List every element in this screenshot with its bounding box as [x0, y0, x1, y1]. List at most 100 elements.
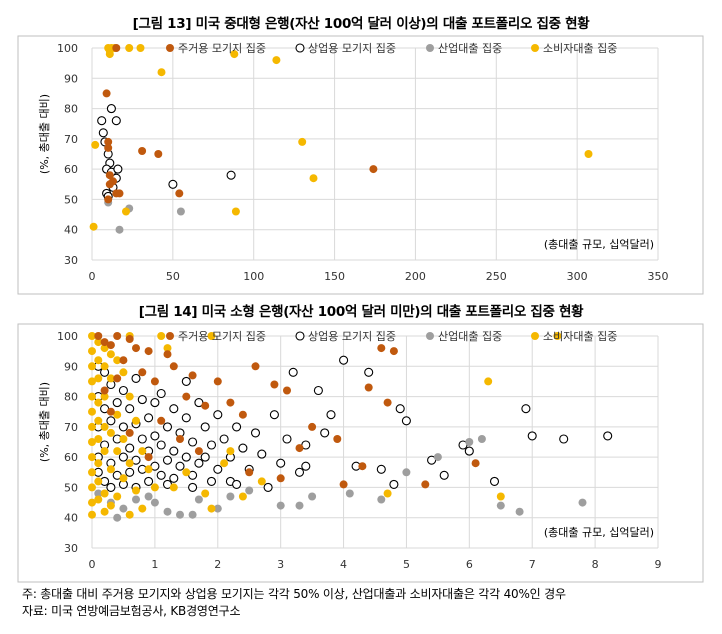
data-point-commercial [125, 404, 135, 414]
data-point-residential [105, 180, 114, 189]
data-point-industrial [515, 507, 524, 516]
data-point-consumer [88, 510, 96, 519]
data-point-consumer [88, 332, 96, 340]
data-point-commercial [144, 476, 154, 486]
data-point-consumer [182, 468, 191, 477]
data-point-residential [150, 377, 159, 386]
y-tick-label: 40 [64, 224, 78, 237]
data-point-commercial [111, 116, 121, 126]
y-tick-label: 60 [64, 451, 78, 464]
data-point-commercial [175, 461, 185, 471]
scatter-chart-small-banks: 30 40 50 60 70 80 90 100 0 1 2 3 4 5 6 7 8 9 (%, 총대출 대비) (총… [17, 323, 704, 583]
data-point-commercial [257, 449, 267, 459]
data-point-commercial [118, 385, 128, 396]
x-tick-label: 150 [324, 270, 345, 283]
data-point-consumer [257, 477, 266, 486]
data-point-consumer [106, 501, 115, 510]
data-point-industrial [433, 453, 442, 462]
data-point-residential [100, 386, 109, 395]
data-point-commercial [213, 410, 223, 420]
data-point-residential [112, 44, 121, 52]
data-point-industrial [295, 501, 304, 510]
data-point-commercial [401, 416, 411, 426]
data-point-residential [144, 453, 153, 462]
data-point-commercial [603, 431, 613, 441]
data-point-consumer [88, 362, 96, 371]
data-point-commercial [232, 422, 242, 432]
data-point-residential [106, 407, 115, 416]
data-point-consumer [88, 498, 96, 507]
y-tick-label: 100 [57, 42, 78, 55]
x-tick-label: 5 [403, 558, 410, 571]
y-tick-label: 80 [64, 391, 78, 404]
legend-marker-commercial [295, 43, 305, 53]
data-point-commercial [144, 413, 154, 423]
data-point-residential [176, 435, 184, 443]
data-point-consumer [100, 507, 109, 516]
y-tick-label: 100 [57, 330, 78, 343]
x-tick-label: 1 [151, 558, 158, 571]
data-point-industrial [144, 492, 153, 501]
data-point-industrial [113, 513, 122, 522]
data-point-consumer [138, 504, 147, 513]
data-point-commercial [181, 452, 191, 462]
x-tick-label: 0 [89, 270, 96, 283]
data-point-consumer [132, 416, 140, 425]
data-point-consumer [231, 207, 240, 216]
data-point-industrial [245, 486, 254, 495]
data-point-residential [138, 368, 147, 377]
data-point-consumer [138, 447, 147, 456]
footnote: 주: 총대출 대비 주거용 모기지와 상업용 모기지는 각각 50% 이상, 산… [22, 587, 566, 601]
data-point-residential [226, 398, 235, 407]
x-tick-label: 9 [655, 558, 662, 571]
data-point-residential [157, 416, 166, 425]
data-point-commercial [150, 431, 160, 441]
data-point-commercial [162, 455, 173, 465]
data-point-residential [364, 383, 373, 392]
data-point-commercial [389, 479, 399, 489]
data-point-commercial [156, 440, 166, 450]
data-point-consumer [88, 483, 96, 492]
scatter-chart-large-banks: 30 40 50 60 70 80 90 100 0 50 100 150 200 250 300 350 (%… [17, 35, 704, 295]
data-point-commercial [250, 428, 261, 438]
data-point-residential [295, 444, 304, 453]
data-point-consumer [94, 398, 103, 407]
data-point-consumer [584, 150, 593, 158]
data-point-residential [182, 392, 191, 401]
data-point-commercial [156, 388, 166, 399]
data-point-consumer [94, 495, 103, 504]
data-point-residential [125, 335, 134, 343]
data-point-consumer [91, 140, 100, 149]
data-point-residential [283, 386, 291, 395]
data-point-industrial [132, 495, 140, 504]
x-tick-label: 4 [340, 558, 347, 571]
data-point-industrial [578, 498, 587, 507]
data-point-residential [383, 398, 392, 407]
data-point-commercial [288, 367, 298, 377]
data-point-commercial [213, 464, 223, 474]
data-point-consumer [122, 207, 130, 216]
data-point-consumer [88, 453, 96, 462]
data-point-residential [105, 171, 114, 180]
data-point-commercial [521, 404, 531, 414]
data-point-consumer [125, 510, 134, 519]
legend-label-industrial: 산업대출 집중 [438, 330, 502, 343]
data-point-residential [169, 362, 178, 371]
data-point-consumer [100, 422, 109, 431]
data-point-consumer [230, 50, 239, 59]
data-point-industrial [213, 504, 222, 513]
data-point-residential [104, 137, 113, 146]
x-tick-label: 50 [166, 270, 180, 283]
data-point-residential [421, 480, 430, 489]
data-point-residential [276, 474, 285, 483]
x-tick-label: 7 [529, 558, 536, 571]
x-axis-label: (총대출 규모, 십억달러) [544, 526, 654, 539]
data-point-commercial [137, 434, 147, 444]
data-point-industrial [119, 504, 128, 513]
data-point-consumer [238, 492, 247, 501]
data-point-consumer [100, 447, 109, 456]
data-point-industrial [477, 435, 486, 443]
data-point-residential [102, 89, 111, 98]
legend-label-commercial: 상업용 모기지 집중 [308, 330, 396, 343]
data-point-residential [175, 189, 184, 198]
